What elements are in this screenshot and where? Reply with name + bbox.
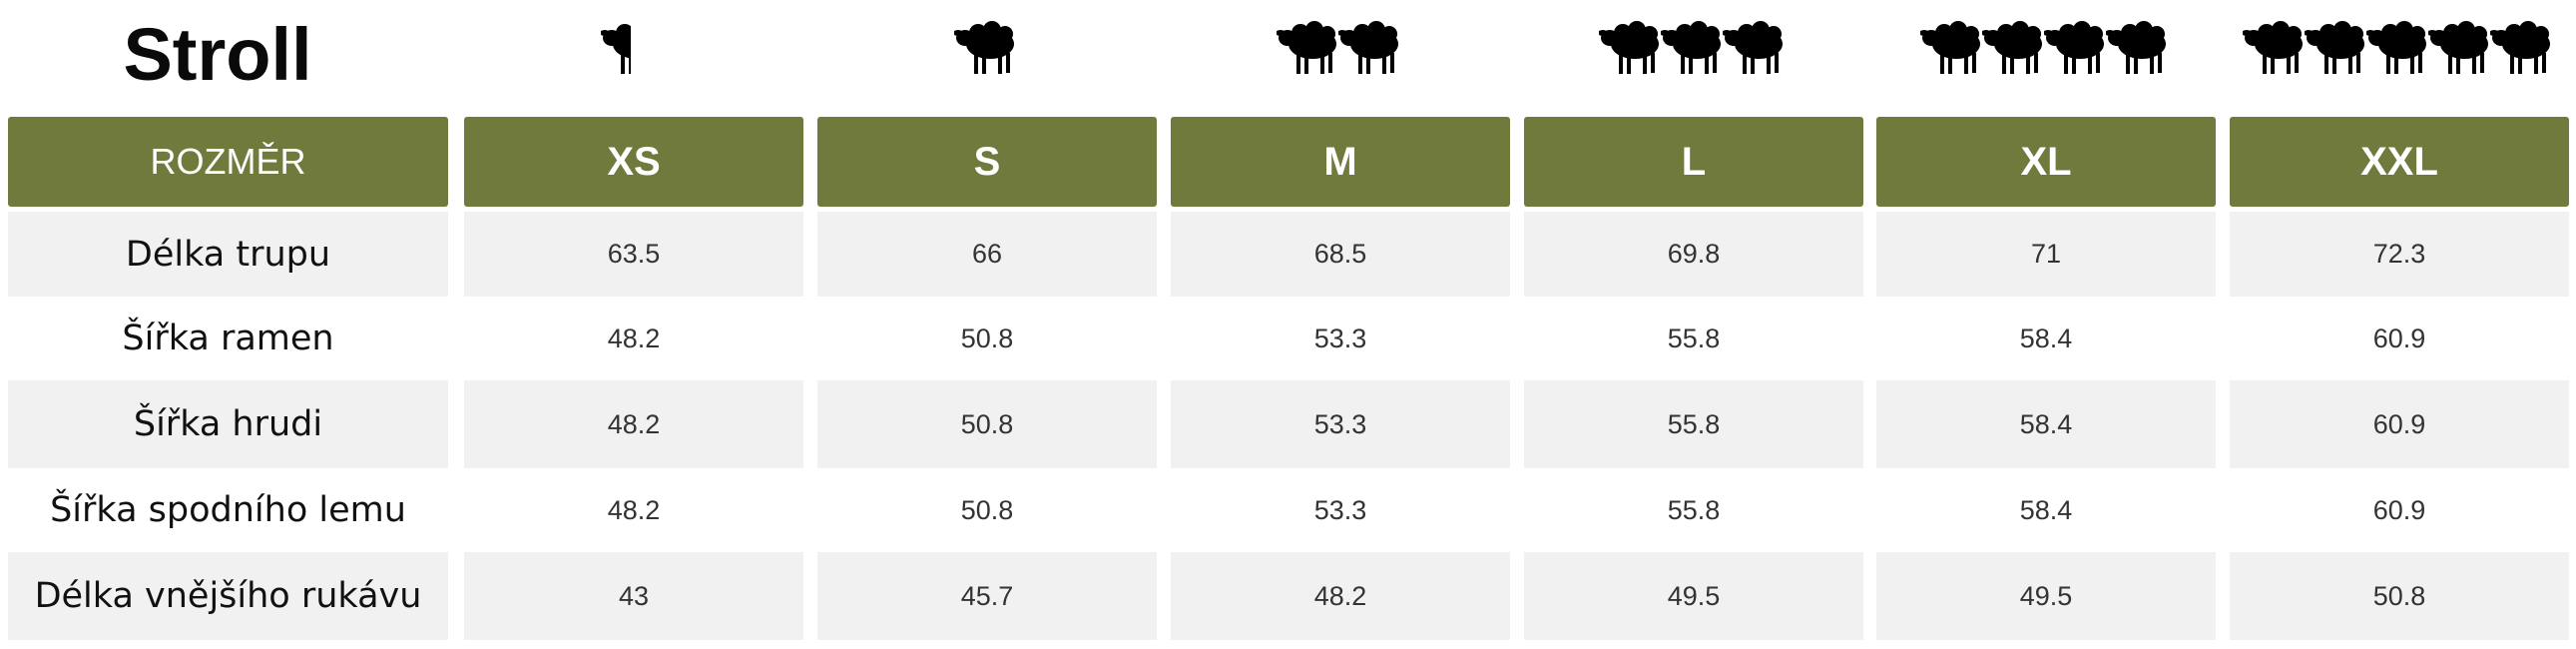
row-label: Délka trupu [8,212,448,297]
row-label: Délka vnějšího rukávu [8,552,448,640]
icons-m [1171,14,1510,80]
table-cell: 58.4 [1876,380,2216,468]
table-cell: 50.8 [2230,552,2569,640]
sheep-icon [1277,21,1336,74]
table-cell: 63.5 [464,212,803,297]
table-cell: 69.8 [1524,212,1863,297]
table-cell: 60.9 [2230,380,2569,468]
sheep-icon [2243,21,2303,74]
icons-xl [1876,14,2216,80]
icons-xxl [2230,14,2569,80]
chart-title: Stroll [123,12,312,96]
header-size-s: S [817,117,1157,207]
table-cell: 72.3 [2230,212,2569,297]
table-cell: 48.2 [464,380,803,468]
table-cell: 53.3 [1313,323,1367,353]
row-label: Šířka hrudi [8,380,448,468]
sheep-icon [1982,21,2042,74]
sheep-icon [2366,21,2426,74]
sheep-icon [2428,21,2488,74]
sheep-icon [2044,21,2104,74]
icons-xs [464,14,803,80]
header-label: ROZMĚR [8,117,448,207]
table-cell: 48.2 [607,494,661,525]
header-size-xl: XL [1876,117,2216,207]
sheep-icon [1723,21,1783,74]
sheep-icon [1920,21,1980,74]
table-cell: 55.8 [1524,380,1863,468]
table-cell: 48.2 [607,323,661,353]
icons-s [817,14,1157,80]
table-cell: 50.8 [817,380,1157,468]
sheep-icon [2106,21,2166,74]
table-cell: 53.3 [1313,494,1367,525]
table-cell: 50.8 [960,323,1014,353]
table-cell: 68.5 [1171,212,1510,297]
table-cell: 58.4 [2019,323,2073,353]
row-label: Šířka spodního lemu [50,490,406,530]
table-cell: 45.7 [817,552,1157,640]
table-cell: 55.8 [1667,494,1721,525]
sheep-icon [2305,21,2364,74]
row-label: Šířka ramen [122,319,334,358]
table-cell: 58.4 [2019,494,2073,525]
table-cell: 48.2 [1171,552,1510,640]
header-size-xs: XS [464,117,803,207]
sheep-icon [954,21,1014,74]
table-cell: 50.8 [960,494,1014,525]
table-cell: 49.5 [1524,552,1863,640]
table-cell: 53.3 [1171,380,1510,468]
header-size-l: L [1524,117,1863,207]
sheep-icon [1661,21,1721,74]
table-cell: 49.5 [1876,552,2216,640]
table-cell: 60.9 [2372,323,2426,353]
header-size-xxl: XXL [2230,117,2569,207]
sheep-icon [601,24,631,74]
table-cell: 66 [817,212,1157,297]
table-cell: 55.8 [1667,323,1721,353]
sheep-icon [2490,21,2550,74]
table-cell: 71 [1876,212,2216,297]
table-cell: 43 [464,552,803,640]
icons-l [1524,14,1863,80]
sheep-icon [1338,21,1398,74]
header-size-m: M [1171,117,1510,207]
table-cell: 60.9 [2372,494,2426,525]
sheep-icon [1599,21,1659,74]
